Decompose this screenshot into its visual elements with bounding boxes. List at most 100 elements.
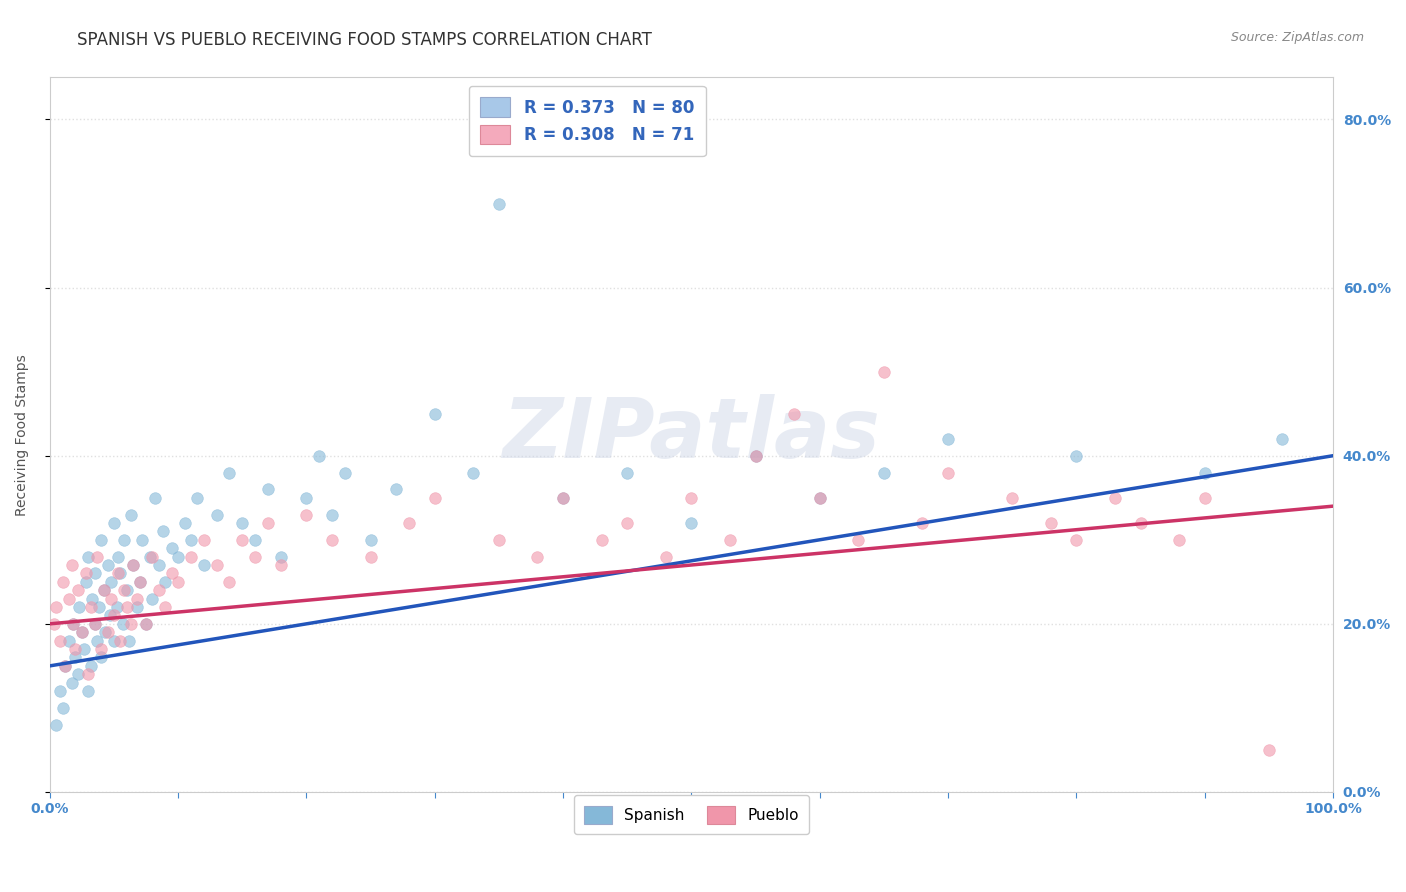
Point (75, 566, 97, 581)
Point (143, 491, 166, 505)
Point (100, 574, 122, 589)
Point (52, 574, 75, 589)
Point (62, 616, 84, 631)
Point (270, 549, 292, 564)
Point (58, 591, 80, 606)
Point (60, 675, 83, 690)
Point (110, 566, 132, 581)
Point (67, 667, 90, 681)
Point (105, 600, 128, 615)
Point (1001, 491, 1024, 505)
Point (1194, 491, 1216, 505)
Point (160, 566, 183, 581)
Point (553, 491, 575, 505)
Point (1066, 533, 1088, 547)
Point (77, 684, 100, 698)
Point (67, 600, 90, 615)
Point (53, 658, 76, 673)
Point (148, 583, 170, 598)
Point (128, 574, 150, 589)
Point (488, 533, 510, 547)
Point (118, 633, 141, 648)
Point (45, 600, 67, 615)
Point (93, 583, 115, 598)
Point (205, 558, 228, 572)
Y-axis label: Receiving Food Stamps: Receiving Food Stamps (15, 354, 30, 516)
Point (1039, 516, 1062, 530)
Point (808, 491, 831, 505)
Point (112, 583, 135, 598)
Point (1194, 466, 1216, 480)
Point (385, 483, 408, 497)
Point (808, 491, 831, 505)
Point (1066, 449, 1088, 463)
Point (218, 466, 240, 480)
Point (42, 616, 65, 631)
Point (103, 608, 125, 623)
Point (53, 658, 76, 673)
Point (67, 583, 90, 598)
Point (423, 491, 446, 505)
Point (100, 591, 122, 606)
Point (82, 591, 104, 606)
Point (75, 574, 97, 589)
Point (911, 516, 934, 530)
Point (127, 591, 149, 606)
Point (167, 549, 190, 564)
Point (936, 466, 959, 480)
Point (526, 549, 548, 564)
Point (90, 642, 112, 657)
Point (205, 508, 228, 522)
Point (49, 684, 72, 698)
Point (73, 642, 96, 657)
Point (257, 483, 280, 497)
Point (112, 533, 135, 547)
Point (423, 407, 446, 421)
Point (1104, 491, 1126, 505)
Point (120, 616, 142, 631)
Point (231, 516, 253, 530)
Point (231, 533, 253, 547)
Point (873, 466, 896, 480)
Point (97, 625, 120, 640)
Point (173, 516, 195, 530)
Point (90, 533, 112, 547)
Point (616, 466, 638, 480)
Point (77, 549, 100, 564)
Point (591, 533, 613, 547)
Point (122, 558, 145, 572)
Point (107, 549, 129, 564)
Point (1257, 743, 1279, 757)
Point (80, 600, 103, 615)
Point (52, 701, 75, 715)
Point (135, 616, 157, 631)
Point (218, 574, 240, 589)
Point (65, 650, 87, 665)
Point (148, 558, 170, 572)
Point (70, 625, 93, 640)
Point (398, 516, 420, 530)
Point (115, 583, 138, 598)
Point (115, 600, 138, 615)
Point (160, 541, 183, 556)
Point (62, 616, 84, 631)
Point (70, 625, 93, 640)
Point (90, 650, 112, 665)
Point (60, 558, 83, 572)
Point (93, 583, 115, 598)
Point (94, 625, 117, 640)
Point (155, 600, 177, 615)
Legend: Spanish, Pueblo: Spanish, Pueblo (574, 796, 810, 834)
Point (98, 608, 121, 623)
Point (111, 616, 134, 631)
Point (360, 533, 382, 547)
Point (141, 549, 163, 564)
Point (295, 508, 318, 522)
Point (873, 365, 896, 379)
Point (139, 549, 162, 564)
Point (107, 566, 129, 581)
Point (333, 466, 356, 480)
Point (180, 549, 202, 564)
Text: ZIPatlas: ZIPatlas (502, 394, 880, 475)
Point (131, 533, 153, 547)
